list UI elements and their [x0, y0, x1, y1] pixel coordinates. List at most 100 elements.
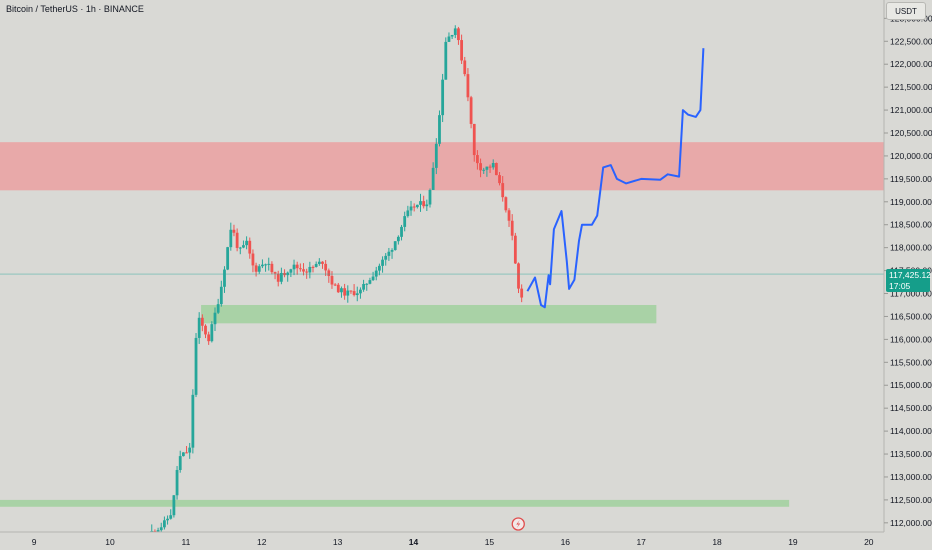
- candle-body: [441, 79, 445, 116]
- candle-body: [229, 229, 233, 248]
- candles-layer: [150, 25, 524, 539]
- event-marker-icon[interactable]: [511, 517, 525, 531]
- candle-body: [273, 272, 277, 274]
- lightning-icon: [516, 520, 521, 528]
- candle-body: [340, 288, 343, 293]
- price-tick-label: 120,000.00: [890, 151, 932, 161]
- candle-body: [204, 325, 207, 335]
- candle-body: [406, 210, 410, 217]
- candle-body: [279, 272, 283, 282]
- price-tick-label: 121,000.00: [890, 105, 932, 115]
- candle-body: [210, 324, 214, 342]
- candle-body: [185, 452, 188, 454]
- price-tick-label: 112,000.00: [890, 518, 932, 528]
- candle-body: [311, 266, 315, 268]
- candle-body: [415, 204, 419, 208]
- candle-body: [156, 530, 160, 533]
- candle-body: [321, 261, 324, 264]
- projection-line: [526, 48, 705, 309]
- candle-body: [359, 289, 362, 294]
- candle-body: [390, 250, 394, 252]
- current-price-value: 117,425.12: [889, 270, 931, 280]
- price-tick-label: 119,000.00: [890, 197, 932, 207]
- candle-body: [302, 269, 305, 272]
- candle-body: [501, 183, 505, 198]
- candle-body: [346, 290, 350, 296]
- candle-body: [476, 155, 479, 164]
- candle-body: [305, 271, 309, 273]
- candle-body: [295, 264, 299, 269]
- time-tick-label: 9: [32, 537, 37, 547]
- candle-body: [349, 290, 353, 292]
- candle-body: [343, 288, 347, 296]
- candle-body: [314, 263, 318, 267]
- candle-body: [355, 293, 359, 296]
- time-tick-label: 13: [333, 537, 343, 547]
- candle-body: [188, 447, 192, 453]
- current-price-tag: 117,425.12 17:05: [886, 269, 931, 292]
- candle-body: [457, 28, 460, 41]
- candle-body: [482, 169, 486, 171]
- candle-body: [276, 273, 280, 282]
- time-axis[interactable]: 9 10 11 12 13 14 15 16 17 18 19 20: [0, 531, 932, 550]
- candle-body: [377, 265, 381, 271]
- candle-body: [403, 216, 407, 227]
- candle-body: [292, 264, 296, 270]
- candle-body: [381, 259, 384, 266]
- candle-body: [460, 40, 464, 61]
- candle-body: [425, 204, 429, 207]
- candle-body: [374, 270, 378, 277]
- chart-title: Bitcoin / TetherUS · 1h · BINANCE: [6, 4, 144, 14]
- candle-body: [371, 276, 375, 281]
- candle-body: [238, 247, 242, 249]
- time-tick-label: 10: [105, 537, 115, 547]
- time-tick-label: 17: [636, 537, 646, 547]
- currency-badge[interactable]: USDT: [886, 2, 926, 20]
- time-tick-label: 12: [257, 537, 267, 547]
- candle-body: [216, 304, 220, 313]
- candle-body: [517, 263, 520, 289]
- candle-body: [197, 317, 201, 338]
- candle-body: [450, 35, 454, 37]
- candle-body: [267, 263, 271, 265]
- candle-body: [245, 240, 249, 246]
- candle-body: [368, 280, 372, 284]
- candle-body: [453, 28, 457, 36]
- candle-body: [169, 515, 173, 519]
- candle-body: [444, 41, 448, 80]
- time-tick-label: 20: [864, 537, 874, 547]
- candle-body: [330, 276, 334, 285]
- price-tick-label: 116,500.00: [890, 311, 932, 321]
- price-tick-label: 112,500.00: [890, 495, 932, 505]
- candle-body: [194, 337, 198, 395]
- candle-body: [520, 288, 524, 298]
- candle-body: [191, 394, 195, 448]
- time-axis-bg: [0, 532, 932, 550]
- candle-body: [172, 495, 176, 516]
- candle-body: [438, 115, 441, 144]
- candle-body: [494, 163, 498, 176]
- candle-body: [466, 74, 470, 98]
- candle-body: [223, 269, 226, 287]
- time-tick-label: 11: [181, 537, 190, 547]
- candle-body: [431, 167, 435, 190]
- candle-body: [428, 189, 432, 205]
- candle-body: [181, 452, 185, 457]
- candle-body: [434, 143, 438, 168]
- candle-body: [232, 229, 236, 233]
- price-tick-label: 122,000.00: [890, 59, 932, 69]
- price-tick-label: 118,000.00: [890, 243, 932, 253]
- candle-body: [488, 166, 492, 168]
- candle-body: [362, 283, 365, 290]
- candle-body: [175, 469, 179, 496]
- candle-body: [159, 527, 163, 531]
- candle-body: [510, 220, 514, 236]
- candle-body: [491, 163, 495, 168]
- candle-body: [472, 123, 476, 156]
- bar-countdown: 17:05: [889, 281, 911, 291]
- candle-body: [257, 266, 261, 272]
- support-zone: [0, 499, 790, 507]
- candle-body: [207, 334, 211, 342]
- candle-body: [226, 247, 230, 270]
